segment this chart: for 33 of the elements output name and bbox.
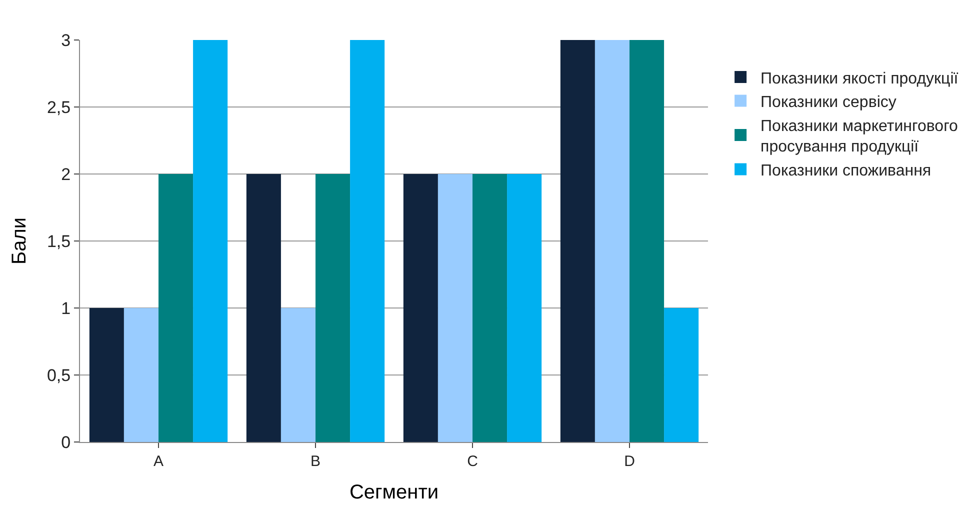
x-tick-label: A [153, 453, 164, 470]
bar [472, 174, 508, 442]
bar [403, 174, 438, 442]
y-tick-label: 1 [61, 298, 71, 318]
bar [246, 174, 281, 442]
bar [560, 40, 595, 442]
y-tick-label: 0,5 [46, 366, 71, 385]
legend-label: Показники сервісу [760, 94, 896, 112]
y-tick-label: 3 [61, 30, 71, 50]
y-tick-label: 1,5 [46, 232, 71, 251]
legend-label: Показники маркетингового просування продукції [760, 118, 958, 156]
x-axis-title: Сегменти [349, 482, 439, 504]
legend-label: Показники якості продукції [760, 70, 959, 88]
bar [316, 174, 350, 442]
bar [193, 40, 228, 442]
bar [630, 40, 664, 442]
y-axis-title: Бали [8, 217, 30, 265]
bar [350, 40, 385, 442]
legend-label: Показники споживання [760, 162, 932, 180]
bar [594, 40, 630, 442]
x-tick-label: B [310, 453, 321, 470]
y-tick-label: 2,5 [46, 98, 71, 117]
bar [507, 174, 542, 442]
x-tick-label: C [467, 453, 478, 470]
y-tick-label: 0 [61, 432, 71, 452]
bar [664, 308, 699, 442]
bar [124, 308, 158, 442]
bar [280, 308, 316, 442]
x-tick-label: D [624, 453, 636, 470]
y-tick-label: 2 [61, 164, 71, 184]
bar [89, 308, 124, 442]
bar [158, 174, 194, 442]
bar [438, 174, 472, 442]
